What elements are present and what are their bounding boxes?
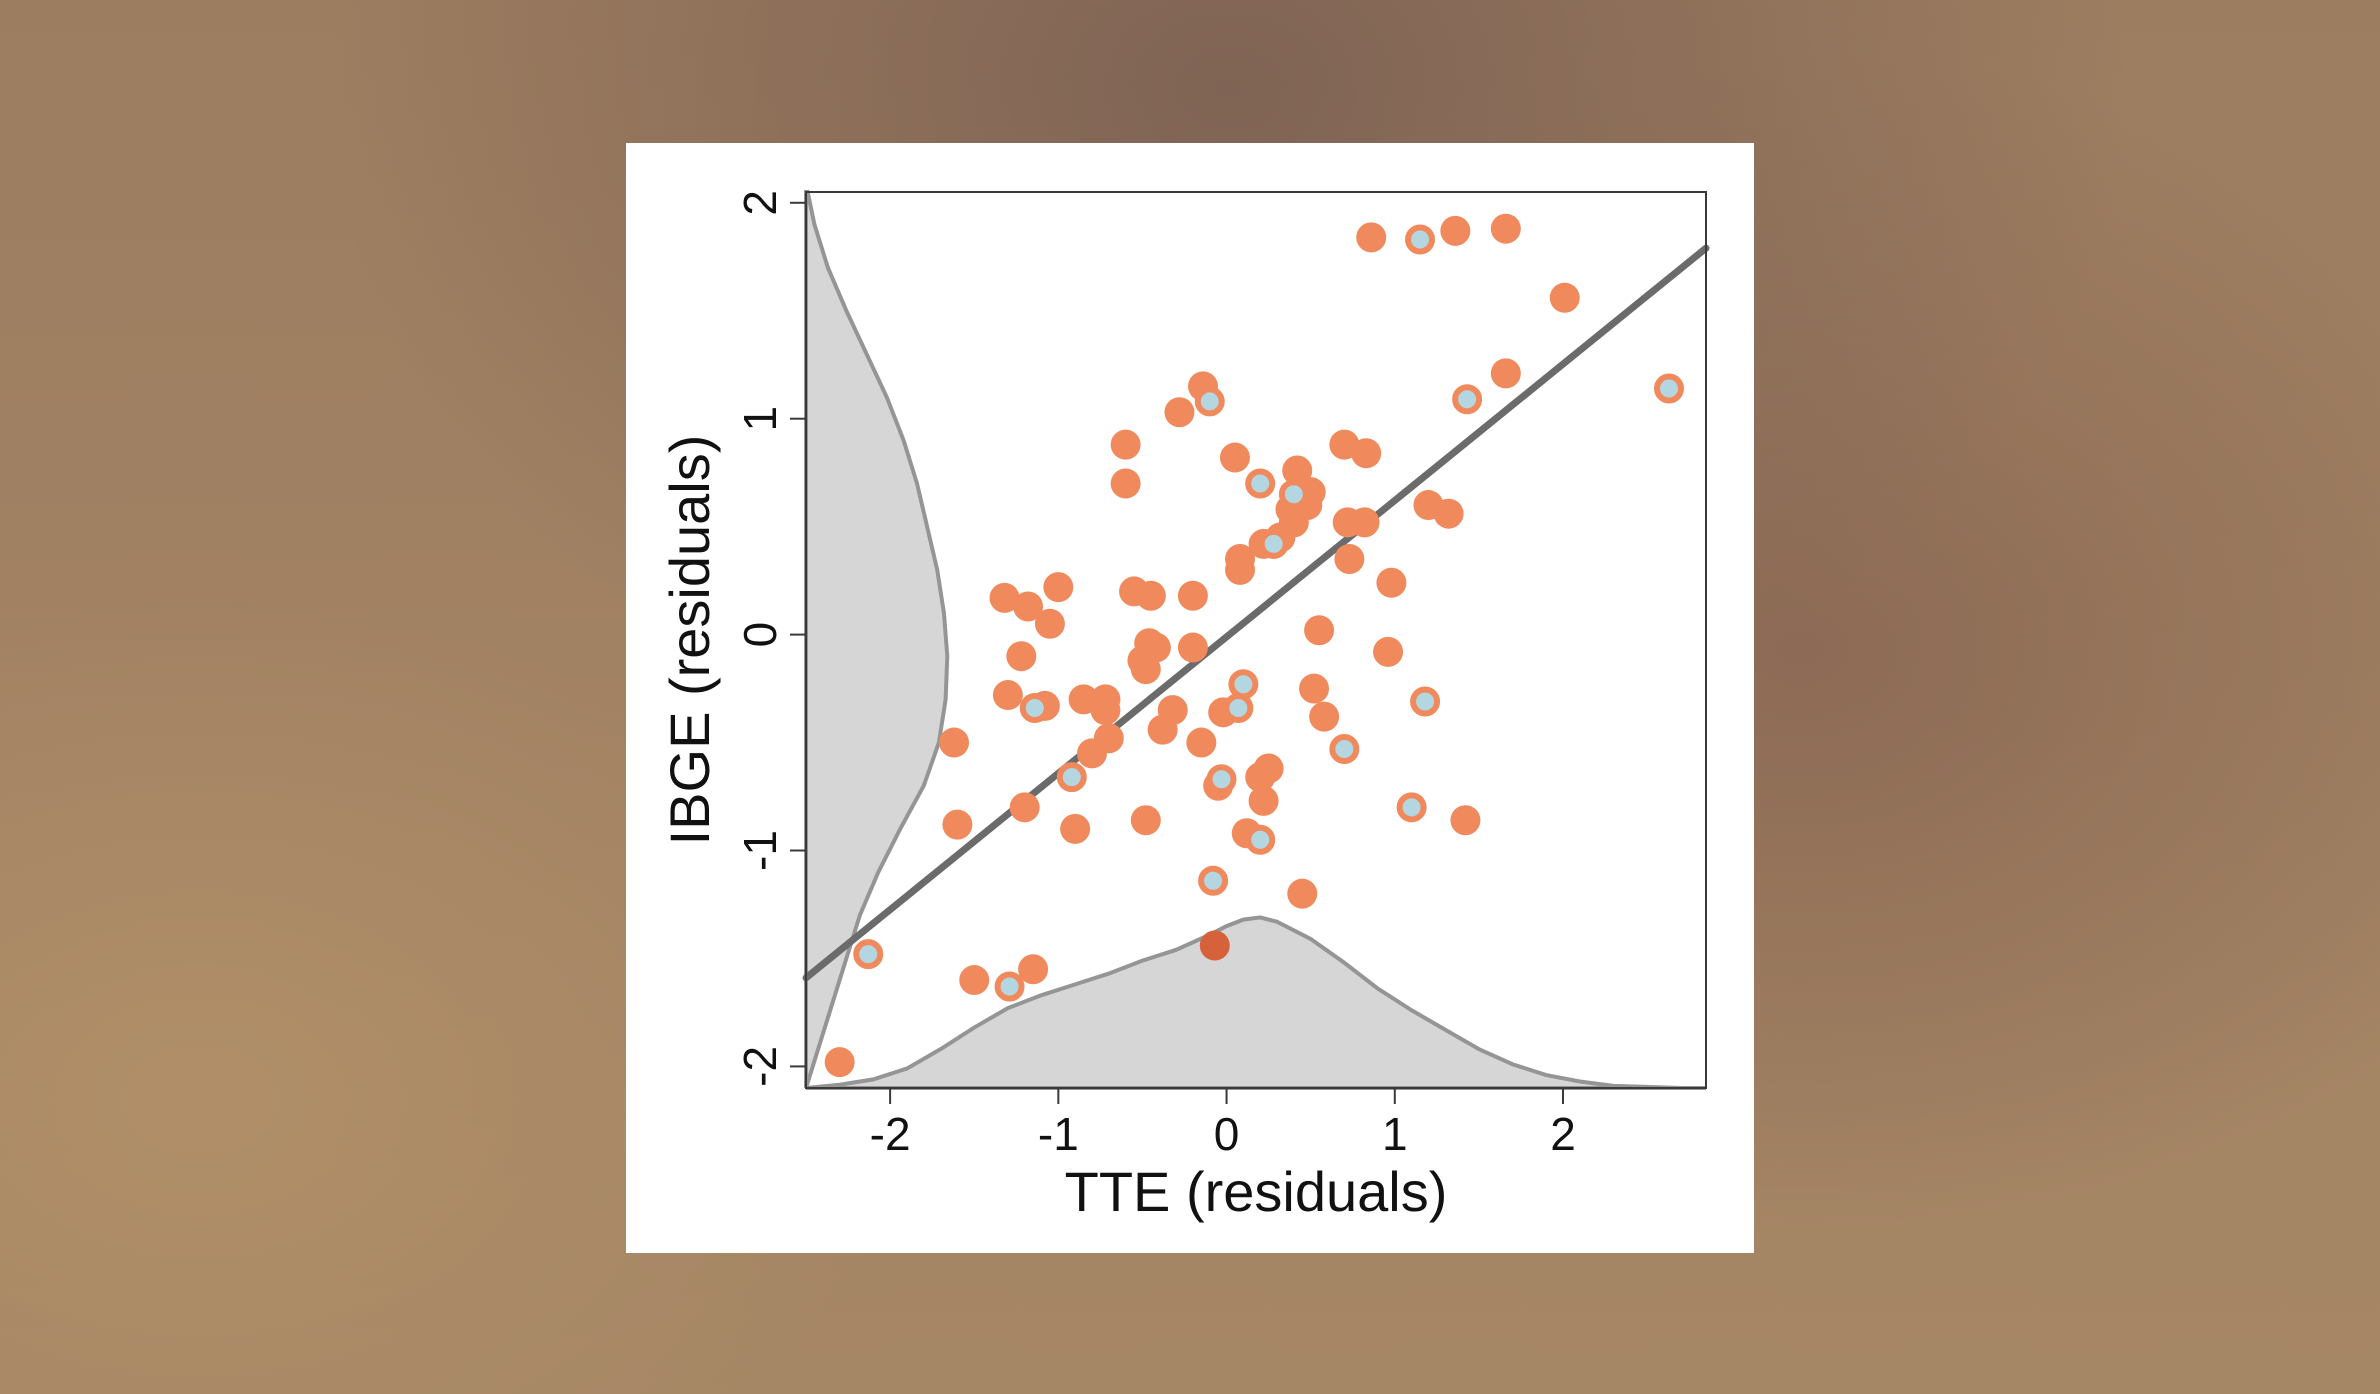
y-tick-label: 2: [734, 190, 786, 216]
data-point: [1549, 282, 1580, 313]
data-point-highlighted: [1405, 224, 1436, 255]
data-point-highlighted: [1258, 528, 1289, 559]
y-tick-label: 1: [734, 406, 786, 432]
data-point: [1334, 544, 1365, 575]
data-point-highlighted: [1245, 824, 1276, 855]
data-point: [1304, 615, 1335, 646]
data-point: [1248, 785, 1279, 816]
data-point: [1135, 580, 1166, 611]
data-point: [1006, 641, 1037, 672]
data-point: [1110, 429, 1141, 460]
data-point: [1060, 813, 1091, 844]
fit-line-layer: [802, 244, 1710, 982]
data-point: [1034, 608, 1065, 639]
data-point-highlighted: [1228, 669, 1259, 700]
data-point-highlighted: [1245, 468, 1276, 499]
x-tick-label: -2: [870, 1108, 911, 1160]
data-point: [1110, 468, 1141, 499]
data-point: [992, 680, 1023, 711]
scatter-chart: -2 -1 0 1 2 -2 -1 0 1 2 TTE (residuals) IBGE (res…: [658, 190, 1710, 1223]
data-point-highlighted: [1198, 865, 1229, 896]
data-point: [1157, 695, 1188, 726]
data-point: [1018, 954, 1049, 985]
data-point: [1433, 498, 1464, 529]
data-point: [1177, 580, 1208, 611]
x-axis-label: TTE (residuals): [1065, 1160, 1448, 1223]
data-point: [959, 965, 990, 996]
data-point: [1130, 654, 1161, 685]
data-point: [939, 727, 970, 758]
data-point: [824, 1047, 855, 1078]
y-tick-label: -2: [734, 1046, 786, 1087]
data-point: [1351, 438, 1382, 469]
data-point-highlighted: [1019, 693, 1050, 724]
data-point: [1225, 554, 1256, 585]
data-point: [1490, 213, 1521, 244]
x-density-curve: [805, 915, 1706, 1090]
data-point: [1093, 723, 1124, 754]
data-point: [1009, 792, 1040, 823]
x-tick-label: 1: [1382, 1108, 1408, 1160]
data-point: [1287, 878, 1318, 909]
data-point: [1282, 455, 1313, 486]
data-point: [1490, 358, 1521, 389]
chart-panel: -2 -1 0 1 2 -2 -1 0 1 2 TTE (residuals) IBGE (res…: [626, 143, 1754, 1253]
data-point: [1373, 636, 1404, 667]
y-tick-label: -1: [734, 830, 786, 871]
data-point-highlighted: [1329, 734, 1360, 765]
data-point: [1177, 632, 1208, 663]
x-tick-label: 0: [1214, 1108, 1240, 1160]
data-point-highlighted: [1206, 764, 1237, 795]
data-point: [1356, 222, 1387, 253]
y-density-curve: [804, 190, 950, 1089]
data-point-highlighted: [1194, 386, 1225, 417]
axis-layer: -2 -1 0 1 2 -2 -1 0 1 2: [734, 190, 1576, 1160]
data-point-highlighted: [1223, 693, 1254, 724]
data-point: [1013, 591, 1044, 622]
data-point-highlighted: [853, 939, 884, 970]
data-point: [1253, 753, 1284, 784]
data-point: [1450, 805, 1481, 836]
data-point: [1376, 567, 1407, 598]
data-point-highlighted: [1653, 373, 1684, 404]
data-point-highlighted: [1278, 479, 1309, 510]
data-point: [1349, 507, 1380, 538]
data-point: [1309, 701, 1340, 732]
data-point-dark: [1199, 930, 1230, 961]
density-layer: [804, 190, 1706, 1090]
data-point: [1440, 215, 1471, 246]
data-point: [1090, 695, 1121, 726]
y-tick-label: 0: [734, 622, 786, 648]
data-point: [1043, 572, 1074, 603]
data-point-highlighted: [1056, 762, 1087, 793]
points-layer: [824, 213, 1684, 1078]
data-point: [1299, 673, 1330, 704]
data-point-highlighted: [1410, 686, 1441, 717]
data-point: [1130, 805, 1161, 836]
x-tick-label: -1: [1038, 1108, 1079, 1160]
data-point-highlighted: [1452, 384, 1483, 415]
data-point: [1186, 727, 1217, 758]
data-point: [1219, 442, 1250, 473]
data-point: [989, 582, 1020, 613]
y-axis-label: IBGE (residuals): [658, 435, 721, 846]
data-point: [1164, 397, 1195, 428]
regression-line: [802, 244, 1710, 982]
data-point-highlighted: [994, 971, 1025, 1002]
data-point: [942, 809, 973, 840]
data-point-highlighted: [1396, 792, 1427, 823]
plot-frame: [805, 191, 1707, 1089]
x-tick-label: 2: [1550, 1108, 1576, 1160]
